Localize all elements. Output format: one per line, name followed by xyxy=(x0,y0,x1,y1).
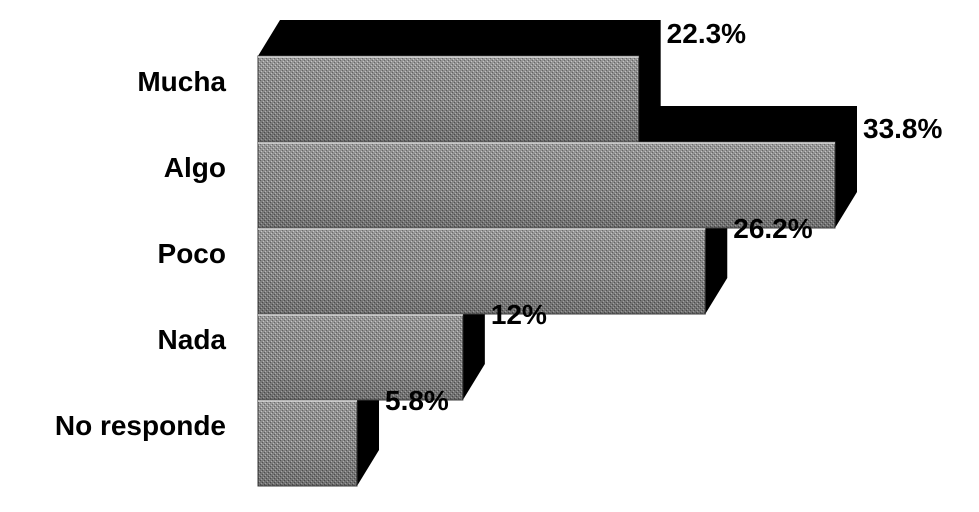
value-label-poco: 26.2% xyxy=(733,213,812,244)
category-label-mucha: Mucha xyxy=(137,66,226,97)
value-label-mucha: 22.3% xyxy=(667,18,746,49)
value-label-no-responde: 5.8% xyxy=(385,385,449,416)
label-layer: Mucha 22.3% Algo 33.8% Poco 26.2% Nada 12% No re… xyxy=(55,18,943,441)
bar-shade-algo xyxy=(258,142,835,228)
bar-shade-nada xyxy=(258,314,463,400)
bar-shade-no-responde xyxy=(258,400,358,486)
category-label-poco: Poco xyxy=(158,238,226,269)
value-label-algo: 33.8% xyxy=(863,113,942,144)
bar-depth-mucha xyxy=(258,20,661,142)
category-label-no-responde: No responde xyxy=(55,410,226,441)
category-label-algo: Algo xyxy=(164,152,226,183)
bar-shade-mucha xyxy=(258,56,639,142)
value-label-nada: 12% xyxy=(491,299,547,330)
category-label-nada: Nada xyxy=(158,324,227,355)
bar-face-layer xyxy=(257,55,836,487)
bar-shade-poco xyxy=(258,228,706,314)
